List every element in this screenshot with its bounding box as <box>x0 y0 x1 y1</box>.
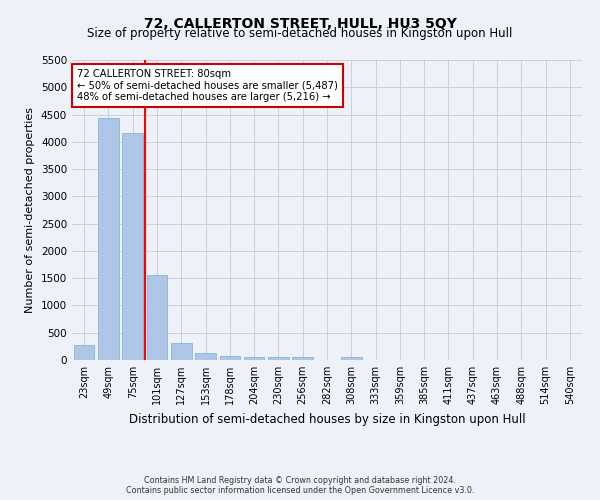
Bar <box>268 357 289 360</box>
Bar <box>122 133 143 360</box>
Bar <box>220 356 240 360</box>
Bar <box>292 357 313 360</box>
Text: Size of property relative to semi-detached houses in Kingston upon Hull: Size of property relative to semi-detach… <box>88 28 512 40</box>
Bar <box>244 356 265 360</box>
Bar <box>195 353 216 360</box>
X-axis label: Distribution of semi-detached houses by size in Kingston upon Hull: Distribution of semi-detached houses by … <box>128 412 526 426</box>
Bar <box>146 275 167 360</box>
Bar <box>171 342 191 360</box>
Y-axis label: Number of semi-detached properties: Number of semi-detached properties <box>25 107 35 313</box>
Bar <box>98 118 119 360</box>
Bar <box>341 357 362 360</box>
Bar <box>74 344 94 360</box>
Text: Contains HM Land Registry data © Crown copyright and database right 2024.: Contains HM Land Registry data © Crown c… <box>144 476 456 485</box>
Text: 72, CALLERTON STREET, HULL, HU3 5QY: 72, CALLERTON STREET, HULL, HU3 5QY <box>143 18 457 32</box>
Text: Contains public sector information licensed under the Open Government Licence v3: Contains public sector information licen… <box>126 486 474 495</box>
Text: 72 CALLERTON STREET: 80sqm
← 50% of semi-detached houses are smaller (5,487)
48%: 72 CALLERTON STREET: 80sqm ← 50% of semi… <box>77 69 338 102</box>
